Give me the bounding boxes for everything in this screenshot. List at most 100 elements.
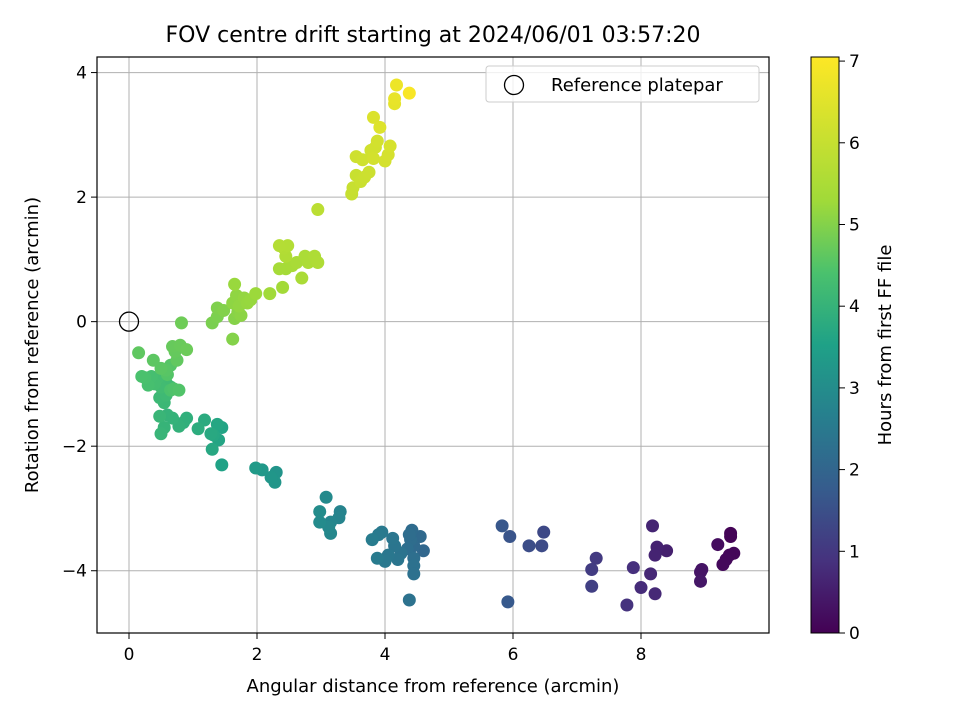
legend: Reference platepar bbox=[485, 65, 760, 103]
data-point bbox=[634, 581, 648, 595]
data-point bbox=[362, 165, 376, 179]
y-tick-label: 4 bbox=[76, 64, 87, 84]
chart-title: FOV centre drift starting at 2024/06/01 … bbox=[166, 23, 701, 48]
data-point bbox=[390, 78, 404, 92]
data-point bbox=[153, 409, 167, 423]
data-point bbox=[135, 369, 149, 383]
data-point bbox=[172, 383, 186, 397]
data-point bbox=[366, 110, 380, 124]
data-point bbox=[501, 595, 515, 609]
data-point bbox=[495, 519, 509, 533]
data-point bbox=[370, 134, 384, 148]
data-point bbox=[407, 567, 421, 581]
data-point bbox=[205, 442, 219, 456]
colorbar-tick-label: 3 bbox=[849, 379, 860, 399]
colorbar-tick-label: 4 bbox=[849, 297, 860, 317]
data-point bbox=[402, 593, 416, 607]
data-point bbox=[174, 316, 188, 330]
data-point bbox=[132, 346, 146, 360]
data-point bbox=[716, 558, 730, 572]
legend-marker-reference bbox=[503, 74, 525, 96]
colorbar-ticks: 0 1 2 3 4 5 6 7 bbox=[839, 52, 860, 644]
data-point bbox=[313, 505, 327, 519]
data-point bbox=[313, 515, 327, 529]
data-point bbox=[311, 255, 325, 269]
data-point bbox=[522, 539, 536, 553]
data-point bbox=[373, 120, 387, 134]
y-axis-ticks: −4 −2 0 2 4 bbox=[62, 64, 97, 582]
data-point bbox=[537, 525, 551, 539]
y-tick-label: 2 bbox=[76, 188, 87, 208]
x-tick-label: 4 bbox=[380, 645, 391, 665]
reference-marker-layer bbox=[118, 311, 140, 332]
data-point bbox=[386, 531, 400, 545]
legend-box bbox=[485, 65, 760, 103]
x-tick-label: 8 bbox=[636, 645, 647, 665]
colorbar-tick-label: 1 bbox=[849, 542, 860, 562]
y-tick-label: −4 bbox=[62, 562, 87, 582]
data-point bbox=[648, 548, 662, 562]
data-point bbox=[711, 538, 725, 552]
data-point bbox=[370, 551, 384, 565]
colorbar-tick-label: 6 bbox=[849, 134, 860, 154]
data-point bbox=[694, 565, 708, 579]
data-point bbox=[646, 519, 660, 533]
colorbar-tick-label: 7 bbox=[849, 52, 860, 72]
data-point bbox=[263, 287, 277, 301]
data-point bbox=[694, 574, 708, 588]
x-axis-label: Angular distance from reference (arcmin) bbox=[247, 676, 620, 697]
reference-platepar-marker bbox=[118, 311, 140, 332]
data-point bbox=[644, 567, 658, 581]
data-point bbox=[249, 461, 263, 475]
data-point bbox=[217, 303, 231, 317]
data-point bbox=[311, 203, 325, 217]
data-point bbox=[388, 92, 402, 106]
plot-frame bbox=[96, 56, 770, 634]
data-point bbox=[154, 361, 168, 375]
x-tick-label: 0 bbox=[124, 645, 135, 665]
data-point bbox=[585, 562, 599, 576]
data-point bbox=[191, 422, 205, 436]
x-tick-label: 6 bbox=[508, 645, 519, 665]
data-point bbox=[383, 139, 397, 153]
legend-entry-reference: Reference platepar bbox=[551, 75, 723, 96]
data-point bbox=[154, 427, 168, 441]
data-point bbox=[503, 529, 517, 543]
x-axis-ticks: 0 2 4 6 8 bbox=[124, 633, 647, 665]
data-point bbox=[535, 539, 549, 553]
data-point bbox=[272, 239, 286, 253]
data-point bbox=[402, 86, 416, 100]
data-point bbox=[215, 458, 229, 472]
y-axis-label: Rotation from reference (arcmin) bbox=[22, 197, 43, 493]
data-point bbox=[228, 277, 242, 291]
data-point bbox=[226, 332, 240, 346]
colorbar: 0 1 2 3 4 5 6 7 Hours from first FF file bbox=[810, 52, 896, 644]
data-point bbox=[249, 287, 263, 301]
data-point bbox=[648, 587, 662, 601]
colorbar-tick-label: 2 bbox=[849, 461, 860, 481]
data-point bbox=[180, 343, 194, 357]
colorbar-label: Hours from first FF file bbox=[875, 245, 896, 446]
colorbar-tick-label: 5 bbox=[849, 215, 860, 235]
data-point bbox=[366, 152, 380, 166]
data-point bbox=[365, 533, 379, 547]
data-point bbox=[402, 528, 416, 542]
data-point bbox=[295, 271, 309, 285]
y-tick-label: −2 bbox=[62, 437, 87, 457]
data-point bbox=[589, 551, 603, 565]
data-point bbox=[620, 598, 634, 612]
data-point bbox=[264, 470, 278, 484]
data-points bbox=[132, 78, 741, 612]
data-point bbox=[210, 417, 224, 431]
data-point bbox=[416, 544, 430, 558]
data-point bbox=[585, 579, 599, 593]
colorbar-gradient bbox=[810, 56, 840, 634]
colorbar-tick-label: 0 bbox=[849, 624, 860, 644]
y-tick-label: 0 bbox=[76, 313, 87, 333]
data-point bbox=[146, 353, 160, 367]
data-point bbox=[204, 427, 218, 441]
data-point bbox=[356, 153, 370, 167]
data-point bbox=[626, 561, 640, 575]
